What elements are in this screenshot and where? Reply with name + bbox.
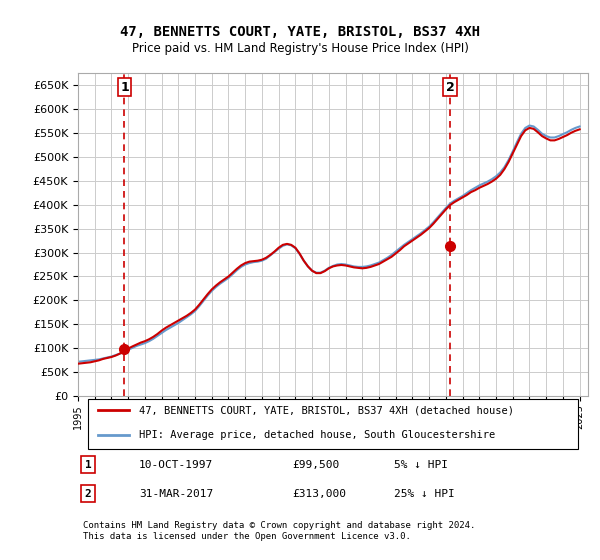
Text: £313,000: £313,000: [292, 489, 346, 499]
Text: Price paid vs. HM Land Registry's House Price Index (HPI): Price paid vs. HM Land Registry's House …: [131, 42, 469, 55]
FancyBboxPatch shape: [88, 399, 578, 449]
Text: 5% ↓ HPI: 5% ↓ HPI: [394, 460, 448, 470]
Text: £99,500: £99,500: [292, 460, 340, 470]
Text: HPI: Average price, detached house, South Gloucestershire: HPI: Average price, detached house, Sout…: [139, 430, 496, 440]
Text: 1: 1: [120, 81, 129, 94]
Text: 31-MAR-2017: 31-MAR-2017: [139, 489, 214, 499]
Text: 10-OCT-1997: 10-OCT-1997: [139, 460, 214, 470]
Text: 47, BENNETTS COURT, YATE, BRISTOL, BS37 4XH: 47, BENNETTS COURT, YATE, BRISTOL, BS37 …: [120, 25, 480, 39]
Text: 25% ↓ HPI: 25% ↓ HPI: [394, 489, 455, 499]
Text: 2: 2: [85, 489, 92, 499]
Text: 2: 2: [446, 81, 454, 94]
Text: 1: 1: [85, 460, 92, 470]
Text: 47, BENNETTS COURT, YATE, BRISTOL, BS37 4XH (detached house): 47, BENNETTS COURT, YATE, BRISTOL, BS37 …: [139, 405, 514, 415]
Text: Contains HM Land Registry data © Crown copyright and database right 2024.
This d: Contains HM Land Registry data © Crown c…: [83, 521, 475, 541]
